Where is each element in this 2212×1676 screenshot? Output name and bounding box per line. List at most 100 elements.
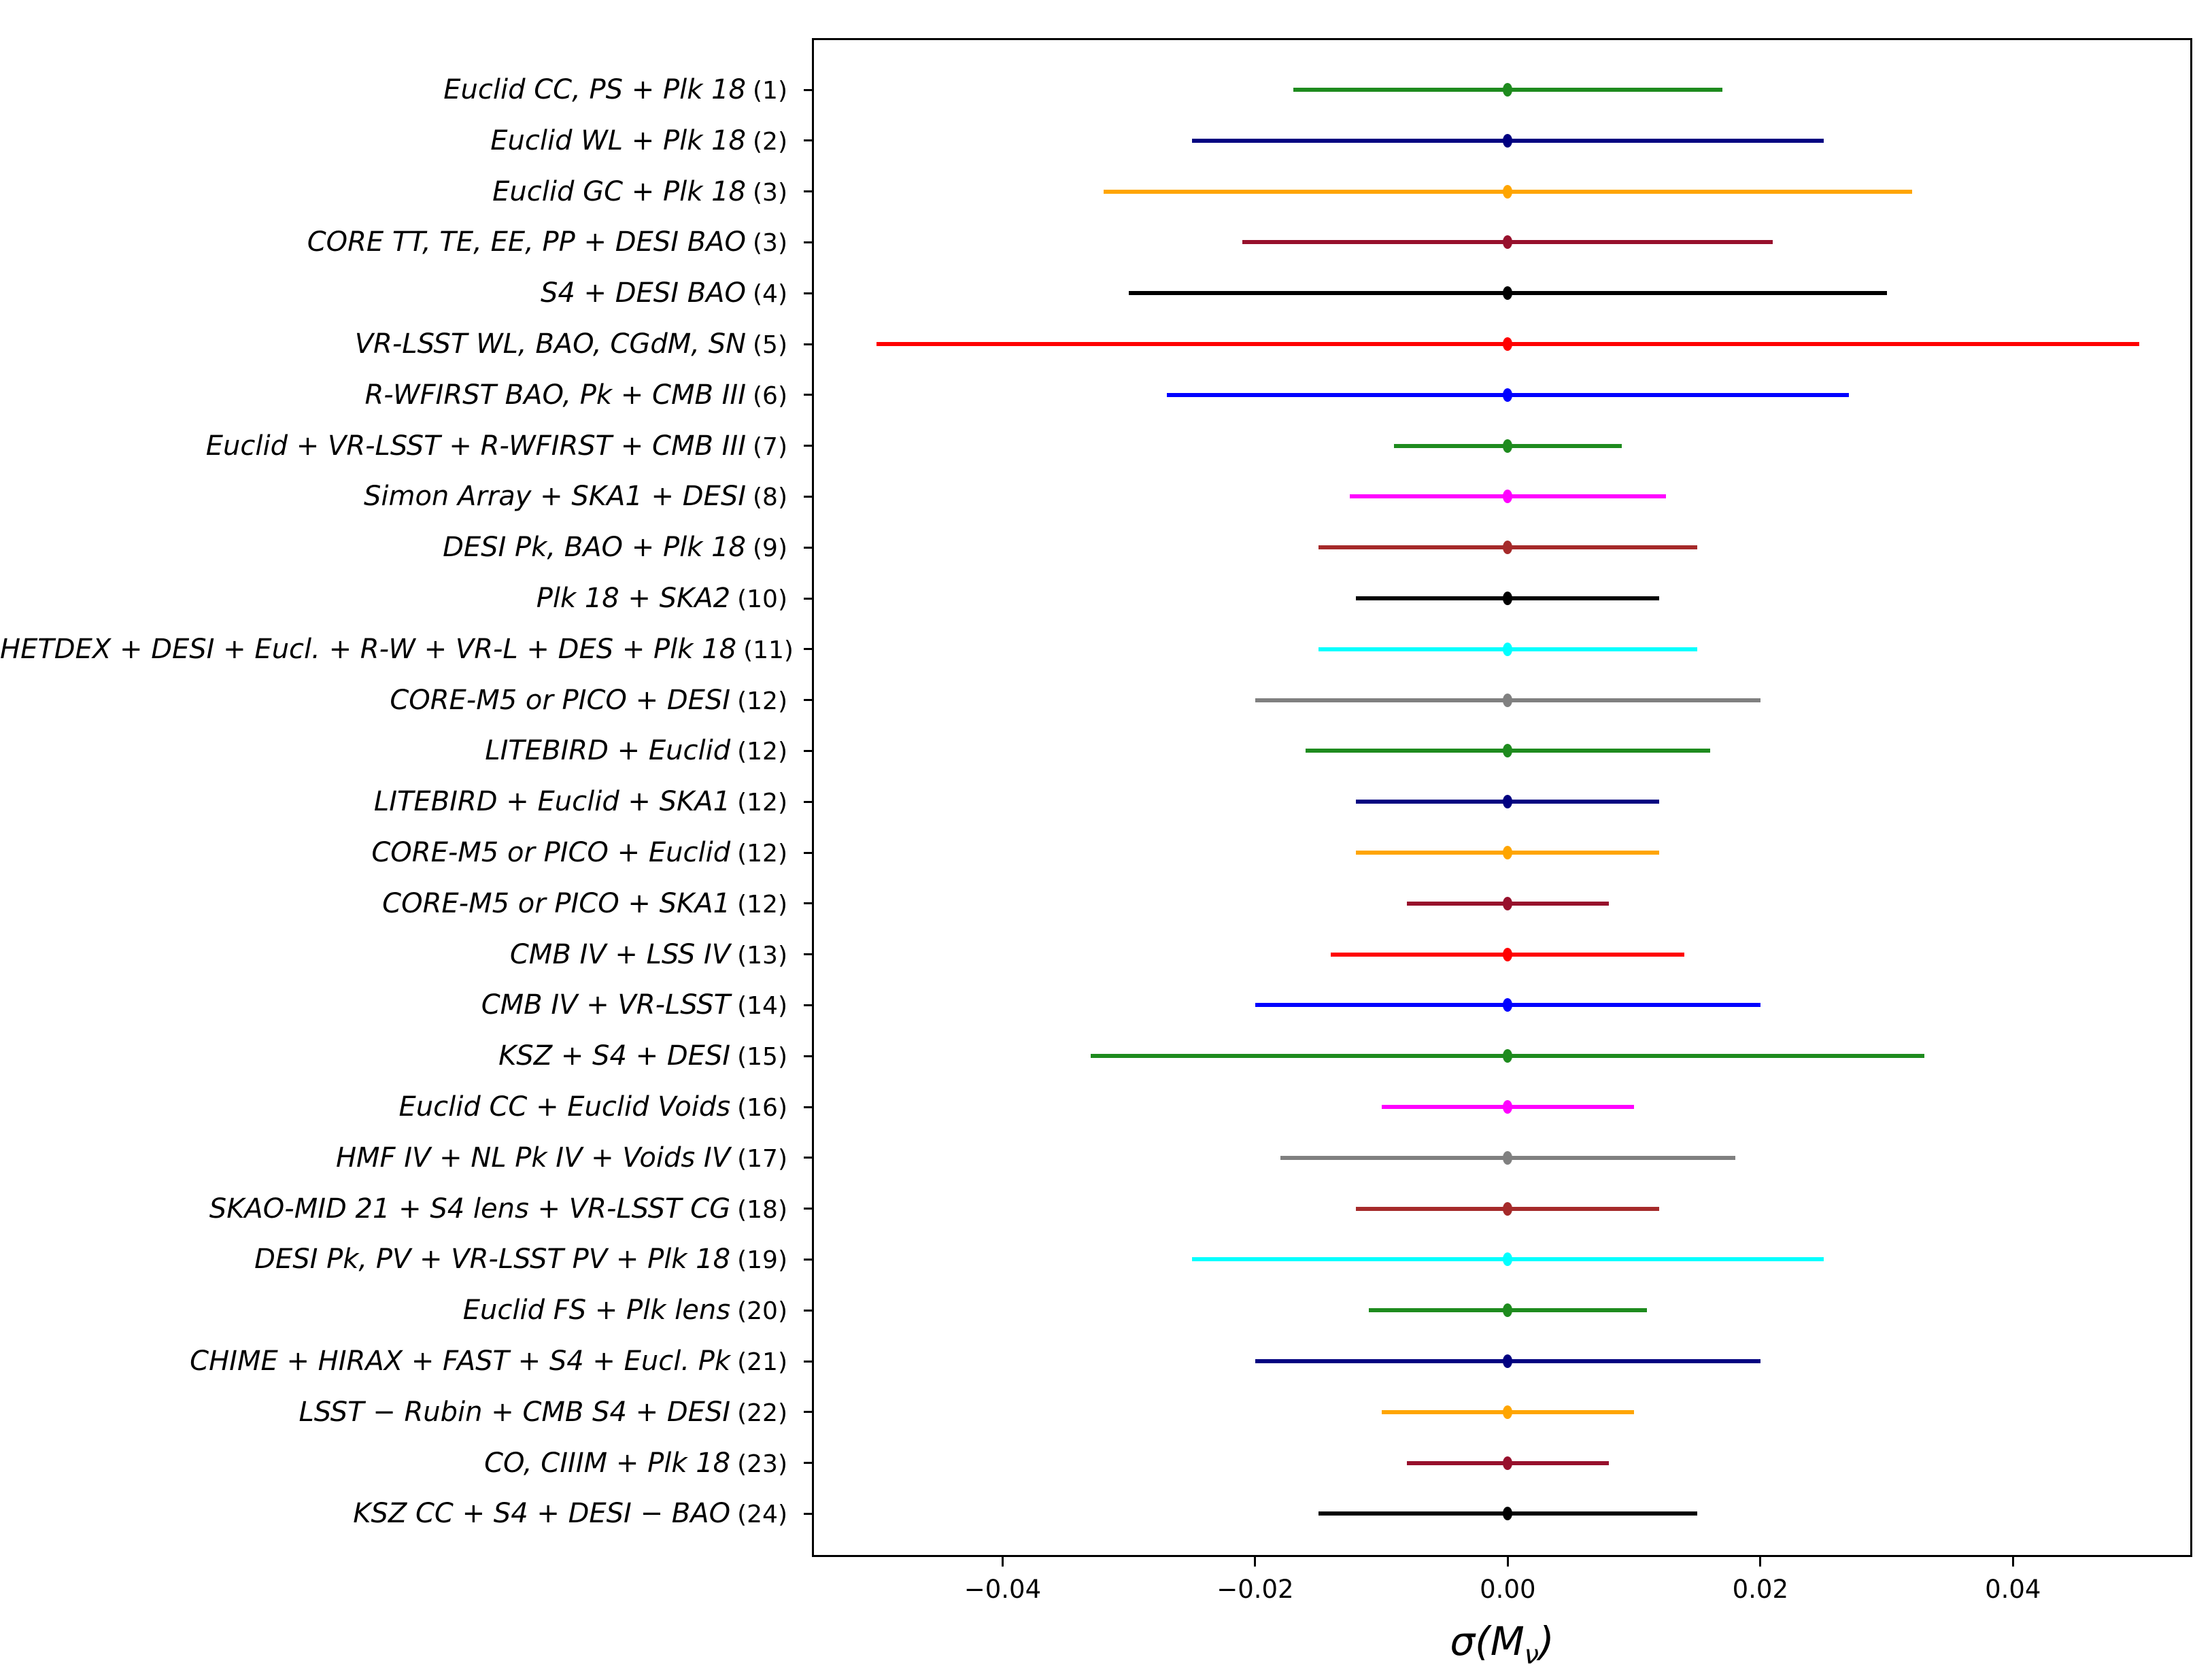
- center-marker: [1503, 184, 1513, 199]
- center-marker: [1503, 133, 1513, 148]
- row-label: CMB IV + LSS IV (13): [0, 936, 787, 975]
- row-label-index: (7): [753, 432, 787, 461]
- row-label-text: CORE-M5 or PICO + DESI: [390, 684, 731, 716]
- row-label-index: (5): [753, 331, 787, 359]
- row-label-index: (11): [743, 636, 794, 664]
- row-label-index: (16): [737, 1094, 787, 1122]
- row-label-text: DESI Pk, PV + VR-LSST PV + Plk 18: [254, 1244, 731, 1276]
- center-marker: [1503, 744, 1513, 758]
- row-label: LITEBIRD + Euclid (12): [0, 732, 787, 771]
- row-label-text: LITEBIRD + Euclid: [485, 735, 731, 767]
- center-marker: [1503, 846, 1513, 859]
- row-label-text: KSZ CC + S4 + DESI − BAO: [353, 1498, 731, 1530]
- row-label-text: CHIME + HIRAX + FAST + S4 + Eucl. Pk: [190, 1346, 731, 1377]
- row-label-index: (21): [737, 1348, 787, 1376]
- row-label: SKAO-MID 21 + S4 lens + VR-LSST CG (18): [0, 1190, 787, 1229]
- center-marker: [1503, 541, 1513, 555]
- row-label: Euclid WL + Plk 18 (2): [0, 122, 787, 161]
- x-axis-label-subscript: ν: [1524, 1639, 1539, 1670]
- x-tick-label: 0.00: [1480, 1575, 1536, 1604]
- row-label-index: (12): [737, 687, 787, 715]
- row-label: Euclid GC + Plk 18 (3): [0, 173, 787, 212]
- row-label-text: CO, CIIIM + Plk 18: [484, 1447, 731, 1479]
- y-axis-tick: [804, 445, 812, 447]
- y-axis-tick: [804, 1004, 812, 1006]
- row-label-text: Euclid WL + Plk 18: [490, 124, 746, 156]
- y-axis-tick: [804, 851, 812, 854]
- row-label-text: CORE-M5 or PICO + Euclid: [371, 837, 731, 868]
- row-label-index: (23): [737, 1450, 787, 1478]
- row-label-index: (12): [737, 738, 787, 766]
- center-marker: [1503, 490, 1513, 504]
- row-label: KSZ + S4 + DESI (15): [0, 1037, 787, 1076]
- row-label-text: VR-LSST WL, BAO, CGdM, SN: [354, 328, 746, 360]
- row-label-index: (1): [753, 77, 787, 105]
- row-label-index: (14): [737, 992, 787, 1021]
- row-label: KSZ CC + S4 + DESI − BAO (24): [0, 1494, 787, 1534]
- row-label: CORE-M5 or PICO + DESI (12): [0, 681, 787, 721]
- y-axis-tick: [804, 1106, 812, 1108]
- y-axis-tick: [804, 139, 812, 142]
- y-axis-tick: [804, 546, 812, 549]
- row-label: CORE-M5 or PICO + SKA1 (12): [0, 885, 787, 924]
- row-label-text: S4 + DESI BAO: [540, 277, 746, 309]
- y-axis-tick: [804, 699, 812, 702]
- row-label-index: (17): [737, 1144, 787, 1173]
- center-marker: [1503, 642, 1513, 656]
- row-label: CMB IV + VR-LSST (14): [0, 986, 787, 1025]
- center-marker: [1503, 1100, 1513, 1114]
- x-axis-tick: [2011, 1557, 2014, 1567]
- center-marker: [1503, 235, 1513, 250]
- row-label-text: CMB IV + LSS IV: [509, 938, 731, 970]
- y-axis-tick: [804, 648, 812, 651]
- row-label: Euclid CC, PS + Plk 18 (1): [0, 71, 787, 110]
- y-axis-tick: [804, 953, 812, 956]
- x-axis-tick: [1506, 1557, 1509, 1567]
- y-axis-tick: [804, 1208, 812, 1210]
- row-label-text: Plk 18 + SKA2: [536, 583, 731, 614]
- y-axis-tick: [804, 1512, 812, 1515]
- row-label-index: (18): [737, 1195, 787, 1224]
- row-label: DESI Pk, BAO + Plk 18 (9): [0, 528, 787, 568]
- y-axis-tick: [804, 1157, 812, 1159]
- y-axis-tick: [804, 1055, 812, 1057]
- row-label: VR-LSST WL, BAO, CGdM, SN (5): [0, 325, 787, 364]
- center-marker: [1503, 998, 1513, 1012]
- row-label-index: (12): [737, 789, 787, 817]
- row-label-index: (4): [753, 280, 787, 309]
- row-label-text: CMB IV + VR-LSST: [481, 989, 731, 1021]
- x-tick-label: −0.02: [1216, 1575, 1294, 1604]
- y-axis-tick: [804, 1462, 812, 1465]
- center-marker: [1503, 1405, 1513, 1419]
- center-marker: [1503, 337, 1513, 351]
- x-tick-label: 0.04: [1985, 1575, 2041, 1604]
- row-label-index: (8): [753, 483, 787, 512]
- row-label: LSST − Rubin + CMB S4 + DESI (22): [0, 1393, 787, 1433]
- center-marker: [1503, 795, 1513, 809]
- y-axis-tick: [804, 902, 812, 905]
- y-axis-tick: [804, 749, 812, 752]
- row-label-text: HETDEX + DESI + Eucl. + R-W + VR-L + DES…: [0, 633, 737, 665]
- center-marker: [1503, 1252, 1513, 1267]
- row-label: CHIME + HIRAX + FAST + S4 + Eucl. Pk (21): [0, 1342, 787, 1382]
- row-label-index: (3): [753, 229, 787, 258]
- center-marker: [1503, 1150, 1513, 1165]
- row-label-text: LITEBIRD + Euclid + SKA1: [373, 786, 731, 818]
- row-label-text: Euclid CC + Euclid Voids: [398, 1091, 731, 1123]
- row-label-text: Euclid CC, PS + Plk 18: [443, 74, 746, 105]
- row-label-text: SKAO-MID 21 + S4 lens + VR-LSST CG: [209, 1193, 731, 1225]
- row-label-index: (12): [737, 840, 787, 868]
- row-label-index: (6): [753, 381, 787, 410]
- row-label-index: (3): [753, 178, 787, 207]
- row-label-index: (12): [737, 890, 787, 919]
- center-marker: [1503, 1507, 1513, 1521]
- row-label: R-WFIRST BAO, Pk + CMB III (6): [0, 376, 787, 415]
- plot-area: [812, 38, 2192, 1557]
- row-label: Euclid FS + Plk lens (20): [0, 1291, 787, 1331]
- y-axis-tick: [804, 190, 812, 193]
- row-label-text: HMF IV + NL Pk IV + Voids IV: [335, 1142, 731, 1174]
- center-marker: [1503, 286, 1513, 301]
- row-label: HMF IV + NL Pk IV + Voids IV (17): [0, 1139, 787, 1178]
- row-label-text: Euclid + VR-LSST + R-WFIRST + CMB III: [205, 430, 746, 462]
